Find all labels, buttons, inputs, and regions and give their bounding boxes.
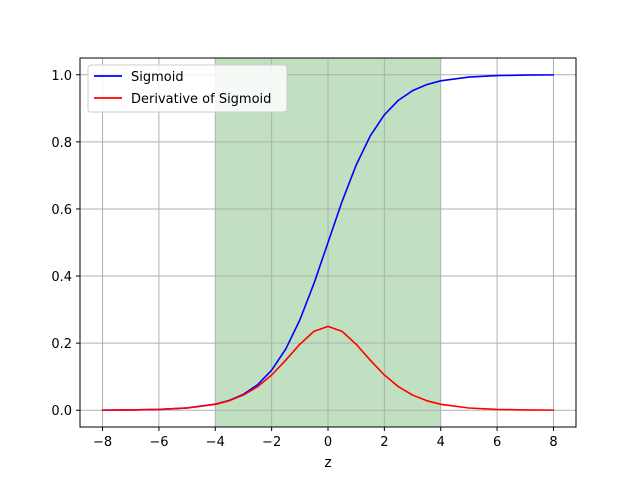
legend-label-0: Sigmoid (131, 70, 184, 85)
y-tick-label-4: 0.8 (51, 136, 72, 151)
y-tick-label-1: 0.2 (51, 337, 72, 352)
legend-box (87, 64, 288, 113)
y-tick-label-3: 0.6 (51, 203, 72, 218)
x-tick-label-0: −8 (93, 435, 112, 450)
legend: Sigmoid Derivative of Sigmoid (87, 64, 288, 113)
x-tick-label-2: −4 (206, 435, 225, 450)
series-line-1 (101, 325, 555, 411)
x-tick-label-1: −6 (149, 435, 168, 450)
x-tick-label-8: 8 (549, 435, 557, 450)
x-tick-label-3: −2 (262, 435, 281, 450)
plot-area: −8 −6 −4 −2 0 2 4 6 8 0.0 0.2 0.4 0.6 0.8 1.0 Sigmoid De… (51, 57, 577, 450)
x-tick-label-6: 4 (437, 435, 445, 450)
legend-label-1: Derivative of Sigmoid (131, 92, 271, 107)
x-axis-label: z (324, 455, 331, 471)
x-tick-label-7: 6 (493, 435, 501, 450)
x-tick-label-5: 2 (380, 435, 388, 450)
y-tick-label-2: 0.4 (51, 270, 72, 285)
x-tick-label-4: 0 (324, 435, 332, 450)
y-tick-label-0: 0.0 (51, 404, 72, 419)
y-tick-label-5: 1.0 (51, 69, 72, 84)
